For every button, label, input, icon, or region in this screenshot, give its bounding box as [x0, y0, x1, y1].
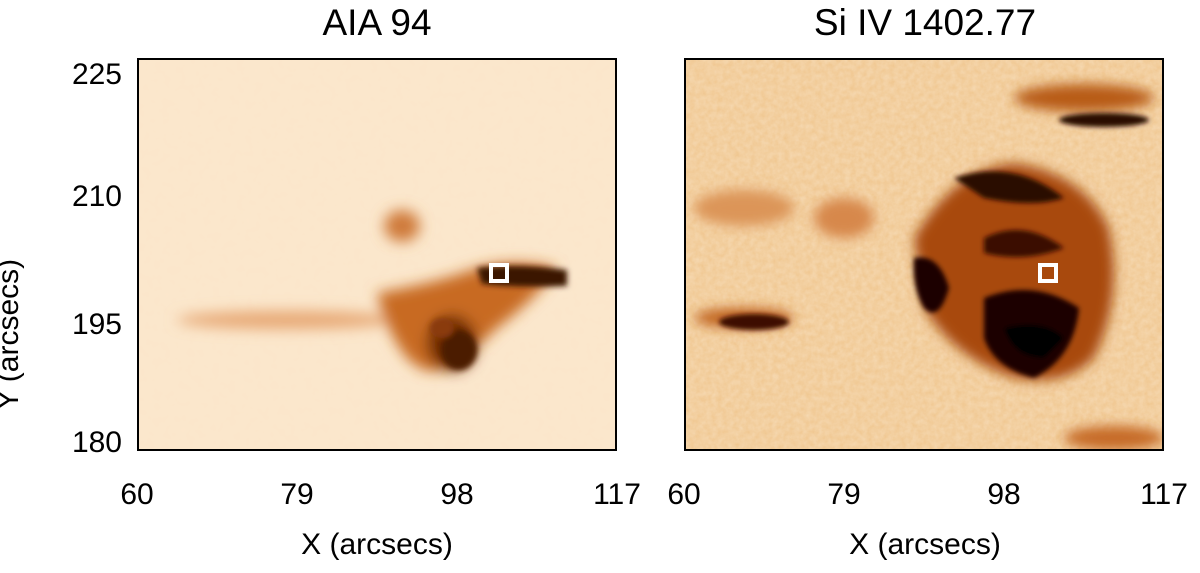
- y-tick-label: 210: [71, 180, 122, 213]
- y-tick-label: 180: [71, 426, 122, 459]
- x-tick-label: 79: [827, 478, 861, 511]
- si-iv-image: [684, 58, 1164, 451]
- x-tick-label: 60: [667, 478, 701, 511]
- x-tick-label: 60: [120, 478, 154, 511]
- x-tick-label: 117: [1140, 478, 1188, 511]
- x-tick-label: 98: [440, 478, 474, 511]
- right-panel-title: Si IV 1402.77: [813, 2, 1037, 43]
- aia94-image: [137, 58, 617, 451]
- marker-box: [1038, 263, 1058, 283]
- y-tick-label: 195: [71, 308, 122, 341]
- aia94-frame: [137, 58, 617, 451]
- marker-box: [489, 263, 509, 283]
- x-axis-label: X (arcsecs): [849, 528, 1001, 561]
- y-tick-label: 225: [71, 58, 122, 91]
- x-tick-label: 79: [280, 478, 314, 511]
- x-axis-label: X (arcsecs): [301, 528, 453, 561]
- x-tick-label: 98: [987, 478, 1021, 511]
- x-tick-label: 117: [593, 478, 641, 511]
- left-panel-title: AIA 94: [322, 2, 432, 43]
- y-axis-label: Y (arcsecs): [0, 258, 25, 410]
- si-iv-frame: [684, 58, 1164, 451]
